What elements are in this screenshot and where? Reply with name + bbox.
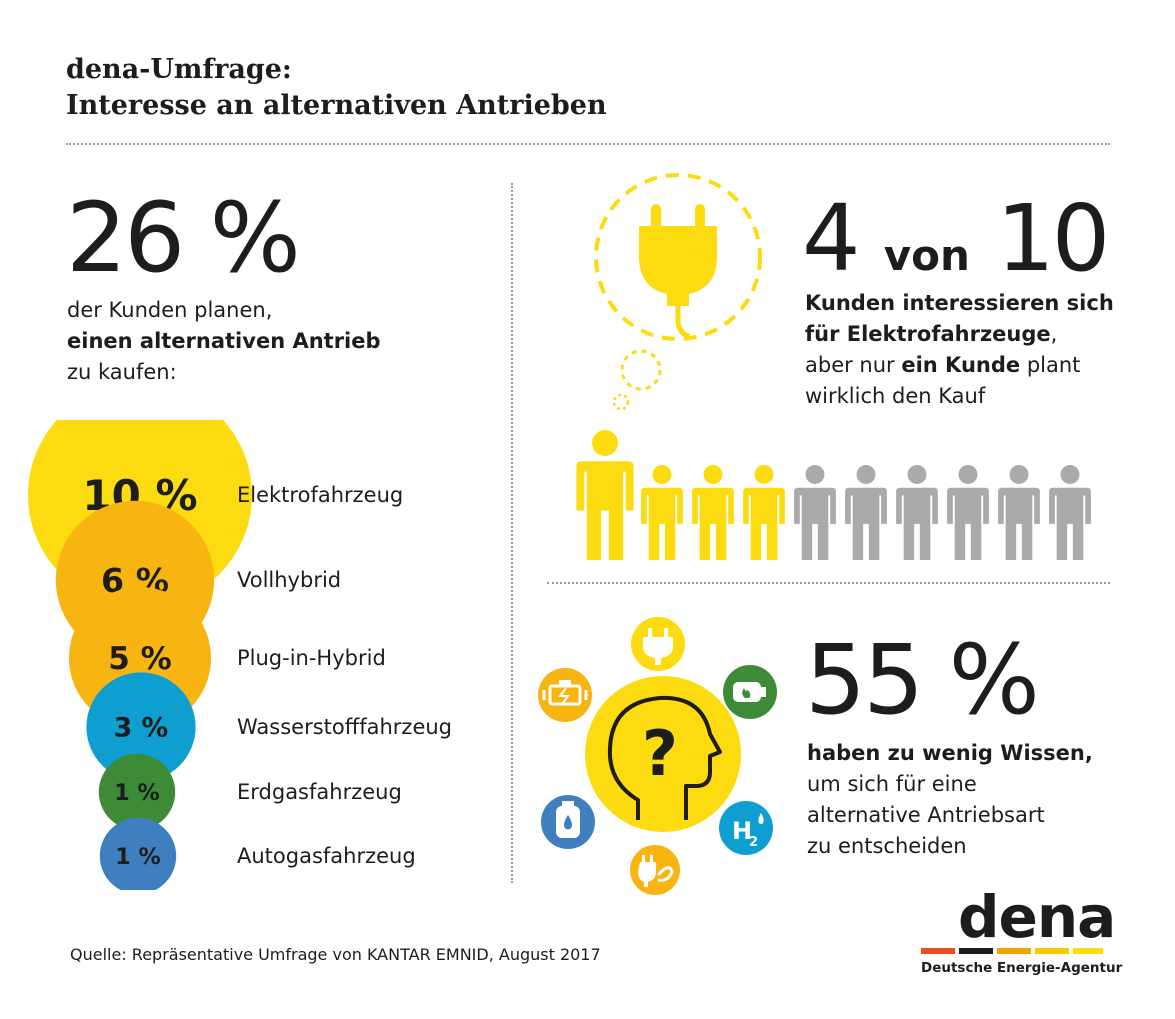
title-line-2: Interesse an alternativen Antrieben [66, 90, 607, 121]
bubble-chart: 10 %6 %5 %3 %1 %1 % [28, 420, 252, 890]
bubble-circle [98, 753, 176, 831]
divider-right [547, 582, 1110, 584]
bubble-autogasfahrzeug: 1 % [99, 817, 177, 890]
left-text: der Kunden planen, einen alternativen An… [67, 295, 381, 388]
bubble-category-label: Wasserstofffahrzeug [237, 715, 453, 739]
people-text-line-4: wirklich den Kauf [805, 384, 986, 408]
person-icon [1049, 465, 1091, 560]
person-icon [794, 465, 836, 560]
knowledge-text-line-3: alternative Antriebsart [807, 803, 1045, 827]
people-text-bold-2: für Elektrofahrzeuge [805, 322, 1051, 346]
people-text-3a: aber nur [805, 353, 902, 377]
thought-circle-medium [620, 349, 662, 391]
h2-label: H [732, 817, 752, 845]
gas-tank-icon [723, 665, 777, 719]
people-stat: 4 von 10 [802, 193, 1110, 285]
gas-cylinder-icon [541, 795, 595, 849]
person-icon [845, 465, 887, 560]
engine-icon [538, 668, 592, 722]
bubble-circle [86, 672, 196, 782]
plug-socket-icon [630, 845, 680, 895]
people-text-line-2: für Elektrofahrzeuge, [805, 319, 1114, 350]
person-icon [641, 465, 683, 560]
people-text-comma: , [1050, 322, 1058, 346]
people-text-3c: plant [1020, 353, 1081, 377]
bubble-category-label: Elektrofahrzeug [237, 483, 404, 507]
bubble-category-label: Plug-in-Hybrid [237, 646, 386, 670]
source-text: Quelle: Repräsentative Umfrage von KANTA… [70, 945, 601, 964]
bubble-value-label: 1 % [115, 844, 160, 870]
thought-circle-small [612, 393, 630, 411]
divider-vertical [511, 183, 513, 883]
bubble-circle [99, 817, 177, 890]
knowledge-text-line-2: um sich für eine [807, 772, 977, 796]
h2-sub: 2 [749, 835, 758, 850]
bubble-value-label: 1 % [114, 780, 159, 806]
thought-circle-large [594, 173, 762, 341]
page-title: dena-Umfrage: Interesse an alternativen … [66, 52, 607, 124]
bubble-value-label: 3 % [114, 713, 168, 744]
question-mark: ? [642, 717, 678, 790]
knowledge-text-line-4: zu entscheiden [807, 834, 967, 858]
bubble-category-label: Vollhybrid [237, 568, 342, 592]
plug-icon [631, 617, 685, 671]
knowledge-text: haben zu wenig Wissen, um sich für eine … [807, 738, 1093, 862]
logo-subtitle: Deutsche Energie-Agentur [921, 960, 1123, 976]
people-row [576, 430, 1091, 560]
bubble-category-label: Erdgasfahrzeug [237, 780, 402, 804]
people-stat-a: 4 [802, 185, 861, 292]
plug-icon [639, 204, 717, 339]
person-icon-planning [576, 430, 634, 560]
logo-wordmark: dena [958, 883, 1116, 951]
person-icon [896, 465, 938, 560]
knowledge-text-line-1: haben zu wenig Wissen, [807, 741, 1093, 765]
left-text-line-2: einen alternativen Antrieb [67, 329, 381, 353]
divider-top [66, 143, 1110, 145]
left-big-number: 26 % [66, 182, 301, 294]
person-icon [692, 465, 734, 560]
knowledge-illustration: ? H 2 [538, 617, 777, 895]
left-text-line-3: zu kaufen: [67, 360, 177, 384]
people-text-line-3: aber nur ein Kunde plant [805, 350, 1114, 381]
people-text-line-1: Kunden interessieren sich [805, 291, 1114, 315]
bubble-wasserstofffahrzeug: 3 % [86, 672, 196, 782]
person-icon [947, 465, 989, 560]
left-text-line-1: der Kunden planen, [67, 298, 273, 322]
people-stat-b: 10 [996, 185, 1110, 292]
logo-color-bar [921, 948, 1103, 954]
people-text-3b: ein Kunde [901, 353, 1021, 377]
bubble-erdgasfahrzeug: 1 % [98, 753, 176, 831]
people-text: Kunden interessieren sich für Elektrofah… [805, 288, 1114, 412]
thought-bubble [594, 173, 762, 411]
person-icon [998, 465, 1040, 560]
bubble-category-label: Autogasfahrzeug [237, 844, 416, 868]
person-icon [743, 465, 785, 560]
knowledge-big-number: 55 % [805, 624, 1040, 736]
hydrogen-icon: H 2 [719, 801, 773, 855]
people-stat-von: von [883, 231, 970, 280]
head-question-icon: ? [607, 695, 722, 820]
title-line-1: dena-Umfrage: [66, 54, 292, 85]
bubble-value-label: 5 % [108, 641, 171, 677]
